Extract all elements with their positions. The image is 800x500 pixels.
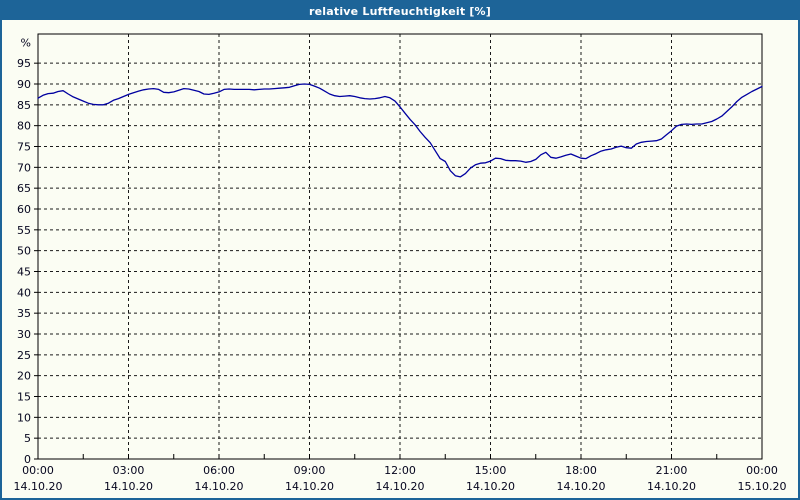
humidity-chart: 0 5 10 15 20 25 30 35 40 45 50 55 60 65 70 75 80 85 90 95% 0… (14, 33, 787, 493)
humidity-line (37, 83, 763, 178)
plot-border (37, 33, 763, 460)
y-tick-label: 55 (17, 224, 31, 237)
y-tick-label: 80 (17, 120, 31, 133)
y-tick-label: 40 (17, 286, 31, 299)
y-tick-label: 50 (17, 245, 31, 258)
x-tick-time-label: 18:00 (565, 464, 597, 477)
window-title: relative Luftfeuchtigkeit [%] (309, 4, 491, 18)
x-tick-time-label: 06:00 (203, 464, 235, 477)
y-tick-label: 70 (17, 161, 31, 174)
y-tick-label: 5 (24, 432, 31, 445)
x-tick-date-label: 14.10.20 (557, 480, 606, 493)
x-tick-time-label: 00:00 (746, 464, 778, 477)
x-tick-date-label: 14.10.20 (647, 480, 696, 493)
y-tick-label: 85 (17, 99, 31, 112)
y-tick-label: 30 (17, 328, 31, 341)
y-tick-label: 45 (17, 266, 31, 279)
y-tick-label: 75 (17, 141, 31, 154)
x-tick-date-label: 14.10.20 (14, 480, 63, 493)
chart-area: 0 5 10 15 20 25 30 35 40 45 50 55 60 65 70 75 80 85 90 95% 0… (2, 20, 798, 498)
x-tick-time-label: 03:00 (113, 464, 145, 477)
x-tick-time-label: 09:00 (294, 464, 326, 477)
y-tick-label: 20 (17, 370, 31, 383)
x-tick-time-label: 21:00 (656, 464, 688, 477)
y-tick-label: 95 (17, 57, 31, 70)
x-tick-time-label: 00:00 (22, 464, 54, 477)
y-tick-label: 60 (17, 203, 31, 216)
x-tick-date-label: 14.10.20 (466, 480, 515, 493)
y-tick-label: 15 (17, 391, 31, 404)
y-tick-label: 25 (17, 349, 31, 362)
y-tick-label: 35 (17, 307, 31, 320)
x-tick-date-label: 14.10.20 (285, 480, 334, 493)
y-tick-label: 65 (17, 182, 31, 195)
x-tick-date-label: 15.10.20 (738, 480, 787, 493)
y-tick-label: 10 (17, 411, 31, 424)
y-axis-unit-label: % (21, 36, 31, 49)
x-tick-time-label: 12:00 (384, 464, 416, 477)
x-tick-date-label: 14.10.20 (376, 480, 425, 493)
x-tick-time-label: 15:00 (475, 464, 507, 477)
y-tick-label: 0 (24, 453, 31, 466)
window-title-bar: relative Luftfeuchtigkeit [%] (2, 2, 798, 20)
y-tick-label: 90 (17, 78, 31, 91)
x-tick-date-label: 14.10.20 (195, 480, 244, 493)
x-tick-date-label: 14.10.20 (104, 480, 153, 493)
